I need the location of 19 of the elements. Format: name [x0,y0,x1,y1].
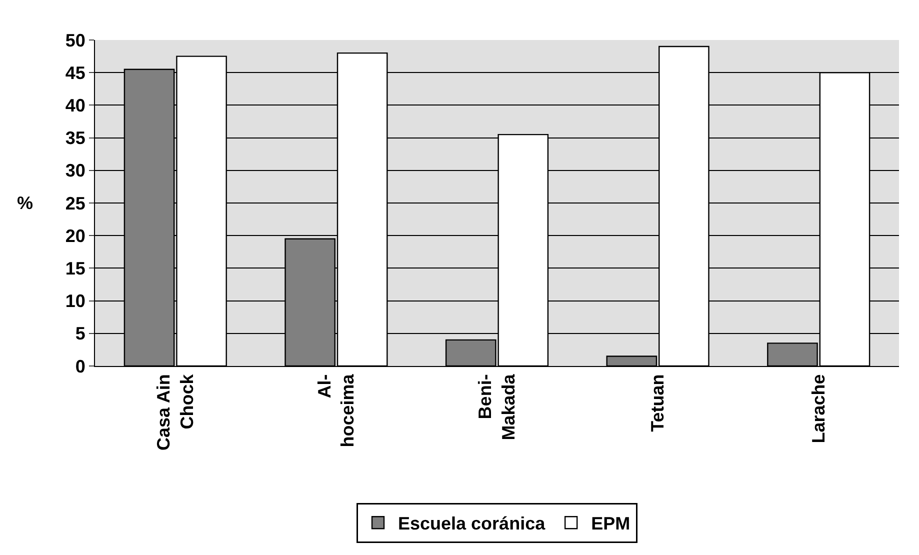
x-tick-label: Casa Ain Chock [154,373,197,451]
y-tick-label: 25 [65,193,86,214]
x-tick-label: Larache [808,374,828,444]
x-tick-label: Beni-Makada [475,373,519,440]
y-tick-label: 30 [65,160,86,181]
y-tick-label: 5 [75,324,86,344]
y-tick-label: 10 [65,291,86,312]
legend-label: EPM [591,514,630,534]
y-tick-label: 15 [65,258,86,278]
legend-label: Escuela coránica [398,514,546,534]
y-axis-title: % [17,193,34,213]
y-tick-label: 35 [65,128,86,148]
y-tick-label: 40 [65,96,86,116]
x-tick-label: Tetuan [648,374,668,432]
y-tick-label: 0 [75,356,86,376]
x-tick-label: Al-hoceima [314,373,358,448]
y-tick-label: 50 [65,30,86,50]
y-tick-label: 20 [65,226,86,246]
y-tick-label: 45 [65,62,86,83]
